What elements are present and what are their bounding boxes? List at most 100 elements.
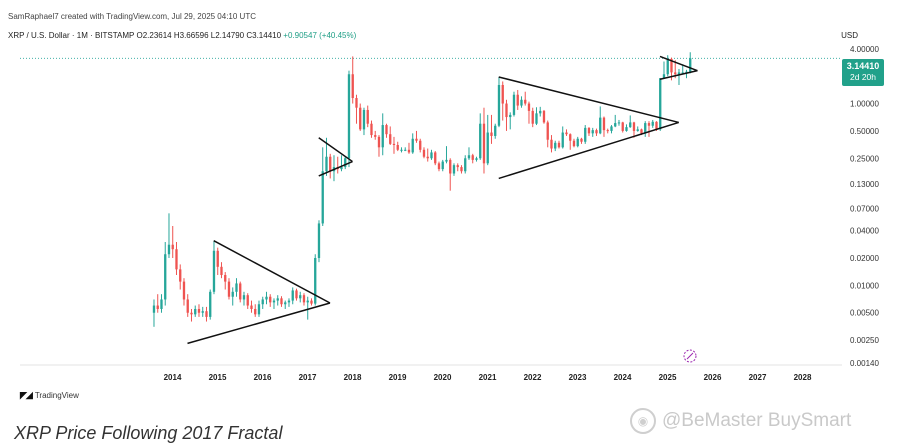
candles [152,52,692,327]
candle-body [407,149,411,153]
candle-body [197,308,201,313]
candle [299,291,302,303]
candle [287,298,291,307]
y-tick-label: 0.25000 [850,154,879,163]
trendline [498,121,679,180]
candle-body [419,140,422,150]
candle [535,107,538,126]
candle-body [449,159,452,174]
candle [317,220,321,263]
candle-body [486,132,489,164]
x-tick-label: 2026 [704,373,722,382]
candle-body [366,109,369,124]
candle [644,121,647,137]
candle [565,129,568,136]
trendline [187,302,331,345]
candle-body [625,127,628,131]
last-price: 3.14410 [846,61,880,71]
candle [377,135,381,157]
candle [561,126,564,149]
candle-body [535,113,538,124]
candle [242,291,246,306]
candle-body [584,127,587,142]
candle [355,94,358,124]
candle [186,294,189,317]
candle-body [501,84,504,104]
y-tick-label: 0.13000 [850,180,879,189]
candle [569,133,572,150]
candle-body [250,305,253,309]
tradingview-icon: ◤◢ [20,390,33,400]
candle [554,140,557,152]
candle [310,298,313,306]
candle-body [505,103,508,118]
candle [479,113,482,160]
candle [629,115,632,128]
candle-body [355,98,358,108]
grid [20,57,842,366]
x-tick-label: 2024 [614,373,632,382]
tradingview-logo[interactable]: ◤◢ TradingView [20,390,79,401]
x-tick-label: 2027 [749,373,767,382]
candle-body [314,258,317,304]
candle-body [389,134,392,144]
candle [512,91,516,117]
candle-body [306,300,309,303]
candle [576,136,579,148]
candle-body [325,156,328,172]
candle [689,52,692,74]
candle-body [404,149,407,151]
candle-body [497,84,501,126]
candle [614,114,617,128]
candle [486,114,489,166]
candle [396,141,399,152]
candle [231,287,234,306]
candle [404,147,407,152]
candle [250,300,253,313]
candle-body [175,249,178,270]
candle-body [632,122,636,131]
symbol-name[interactable]: XRP / U.S. Dollar · 1M · BITSTAMP [8,31,135,40]
candle [602,116,606,137]
candle [216,247,219,276]
candle-body [662,74,666,79]
candle [370,120,373,138]
y-tick-label: 0.04000 [850,227,879,236]
candle-body [231,291,234,297]
candle [610,125,613,134]
candle-body [329,156,332,172]
candle-body [179,269,182,282]
candle [340,155,343,172]
candle [501,81,504,121]
candle [276,295,279,306]
candle [524,91,527,106]
candle-body [272,300,276,303]
trendline [318,160,353,177]
candle-body [689,58,692,72]
candle [407,142,411,154]
candle [456,163,459,172]
candle-body [212,250,216,292]
watermark-text: @BeMaster BuySmart [662,410,852,431]
candle [164,241,167,306]
image-caption: XRP Price Following 2017 Fractal [14,423,283,443]
candle-body [659,78,662,130]
candle [467,147,471,160]
candle-body [621,122,624,131]
candle [584,125,587,144]
candle-body [422,149,426,157]
candle-body [370,123,373,136]
candle [520,96,523,108]
candle-body [164,254,167,300]
candle [332,155,336,182]
candle [239,281,242,303]
candle [171,225,174,259]
candle [426,148,429,162]
candle [261,296,264,309]
candle [419,138,422,153]
candle-body [666,58,669,75]
candle-body [479,123,482,159]
candle [430,149,433,160]
candle [497,76,501,128]
